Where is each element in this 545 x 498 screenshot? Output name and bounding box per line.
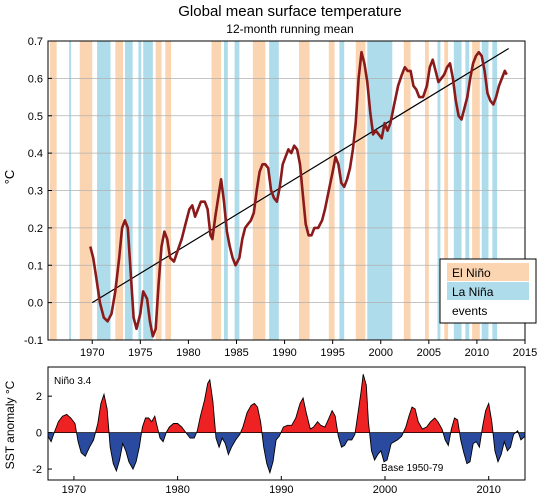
chart-subtitle: 12-month running mean	[226, 22, 353, 36]
y-axis-ticks: -0.1 0.0 0.1 0.2 0.3 0.4 0.5 0.6 0.7	[24, 36, 52, 347]
y-tick-label-6: 0.5	[28, 111, 43, 123]
x-tick-label-4: 1990	[272, 347, 296, 359]
sst-x-tick-label-4: 2010	[476, 484, 500, 496]
x-tick-label-1: 1975	[128, 347, 152, 359]
legend-swatch-el-nino	[447, 263, 529, 281]
x-axis-ticks: 1970 1975 1980 1985 1990 1995 2000 2005 2010 2015	[80, 340, 537, 359]
x-tick-label-0: 1970	[80, 347, 104, 359]
sst-anomaly-area	[47, 374, 526, 475]
y-tick-label-0: -0.1	[24, 335, 43, 347]
x-tick-label-9: 2015	[513, 347, 537, 359]
legend-swatch-la-nina	[447, 282, 529, 300]
temperature-series	[89, 50, 508, 338]
sst-x-tick-label-1: 1980	[165, 484, 189, 496]
y-tick-label-8: 0.7	[28, 36, 43, 48]
legend-label-la-nina: La Niña	[452, 285, 494, 299]
positive-anomaly-area	[48, 374, 525, 433]
y-tick-label-4: 0.3	[28, 186, 43, 198]
legend-label-el-nino: El Niño	[452, 266, 491, 280]
y-tick-label-1: 0.0	[28, 298, 43, 310]
legend-footer: events	[452, 304, 487, 318]
sst-x-axis-ticks: 1970 1980 1990 2000 2010	[62, 476, 501, 496]
x-tick-label-6: 2000	[369, 347, 393, 359]
negative-anomaly-area	[48, 432, 525, 473]
sst-y-tick-label-0: -2	[32, 464, 42, 476]
chart-title: Global mean surface temperature	[178, 3, 401, 20]
y-axis-label: °C	[2, 170, 17, 185]
x-tick-label-8: 2010	[465, 347, 489, 359]
x-tick-label-3: 1985	[224, 347, 248, 359]
y-tick-label-2: 0.1	[28, 260, 43, 272]
sst-y-axis-label: SST anomaly °C	[3, 380, 17, 469]
sst-x-tick-label-2: 1990	[269, 484, 293, 496]
x-tick-label-7: 2005	[417, 347, 441, 359]
nino-annotation: Niño 3.4	[54, 376, 92, 387]
x-tick-label-2: 1980	[176, 347, 200, 359]
sst-x-tick-label-3: 2000	[373, 484, 397, 496]
legend: El Niño La Niña events	[439, 258, 537, 324]
sst-y-tick-label-1: 0	[36, 428, 42, 440]
x-tick-label-5: 1995	[320, 347, 344, 359]
y-tick-label-7: 0.6	[28, 73, 43, 85]
base-annotation: Base 1950-79	[381, 463, 444, 474]
y-tick-label-5: 0.4	[28, 148, 43, 160]
sst-y-tick-label-2: 2	[36, 391, 42, 403]
y-tick-label-3: 0.2	[28, 223, 43, 235]
sst-x-tick-label-0: 1970	[62, 484, 86, 496]
temperature-line	[89, 50, 508, 338]
sst-plot-frame	[47, 366, 526, 481]
anomaly-outline	[47, 374, 526, 475]
sst-y-axis-ticks: -2 0 2	[32, 391, 52, 476]
